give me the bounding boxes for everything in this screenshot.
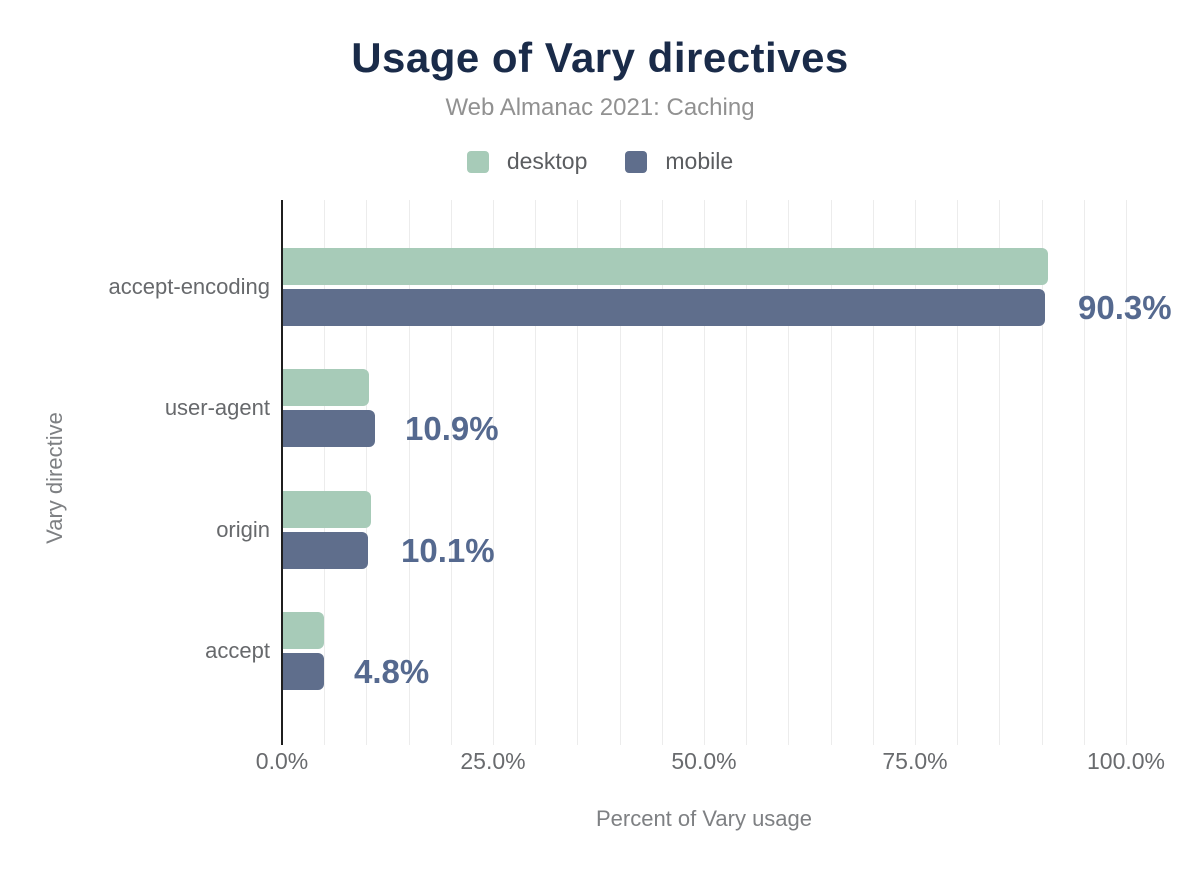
- chart-subtitle: Web Almanac 2021: Caching: [445, 94, 755, 121]
- gridline: [366, 200, 367, 745]
- value-label-user-agent: 10.9%: [405, 410, 499, 447]
- x-tick-label: 100.0%: [1086, 748, 1165, 774]
- bar-mobile-origin: [283, 532, 368, 569]
- legend-item-desktop: desktop: [466, 148, 588, 175]
- gridline: [324, 200, 325, 745]
- gridline: [788, 200, 789, 745]
- chart-title: Usage of Vary directives: [351, 34, 849, 81]
- category-label-accept-encoding: accept-encoding: [108, 274, 270, 299]
- gridline: [915, 200, 916, 745]
- bar-desktop-user-agent: [283, 369, 369, 406]
- gridline: [577, 200, 578, 745]
- gridline: [957, 200, 958, 745]
- gridline: [873, 200, 874, 745]
- x-tick-label: 50.0%: [671, 748, 737, 774]
- bar-desktop-accept-encoding: [283, 248, 1048, 285]
- category-label-user-agent: user-agent: [164, 395, 270, 420]
- x-tick-label: 25.0%: [460, 748, 526, 774]
- legend: desktop mobile: [0, 148, 1200, 175]
- legend-item-mobile: mobile: [625, 148, 733, 175]
- gridline: [704, 200, 705, 745]
- gridline: [662, 200, 663, 745]
- gridline: [746, 200, 747, 745]
- value-label-accept-encoding: 90.3%: [1078, 289, 1172, 326]
- bar-desktop-origin: [283, 491, 371, 528]
- gridline: [409, 200, 410, 745]
- bar-mobile-accept-encoding: [283, 289, 1045, 326]
- category-label-accept: accept: [205, 638, 270, 663]
- gridline: [999, 200, 1000, 745]
- x-tick-label: 75.0%: [882, 748, 948, 774]
- y-axis-baseline: [281, 200, 283, 745]
- gridline: [451, 200, 452, 745]
- value-label-origin: 10.1%: [401, 532, 495, 569]
- x-axis-title: Percent of Vary usage: [595, 806, 813, 831]
- gridline: [831, 200, 832, 745]
- gridline: [1084, 200, 1085, 745]
- gridline: [535, 200, 536, 745]
- value-label-accept: 4.8%: [354, 653, 430, 690]
- legend-label-desktop: desktop: [506, 148, 588, 174]
- category-label-origin: origin: [216, 517, 270, 542]
- desktop-swatch-icon: [466, 150, 489, 173]
- y-axis-title: Vary directive: [42, 412, 67, 544]
- bar-mobile-user-agent: [283, 410, 375, 447]
- legend-label-mobile: mobile: [665, 148, 734, 174]
- gridline: [1126, 200, 1127, 745]
- mobile-swatch-icon: [625, 150, 648, 173]
- bar-mobile-accept: [283, 653, 324, 690]
- gridline: [1042, 200, 1043, 745]
- gridline: [493, 200, 494, 745]
- x-tick-label: 0.0%: [255, 748, 309, 774]
- bar-desktop-accept: [283, 612, 324, 649]
- gridline: [620, 200, 621, 745]
